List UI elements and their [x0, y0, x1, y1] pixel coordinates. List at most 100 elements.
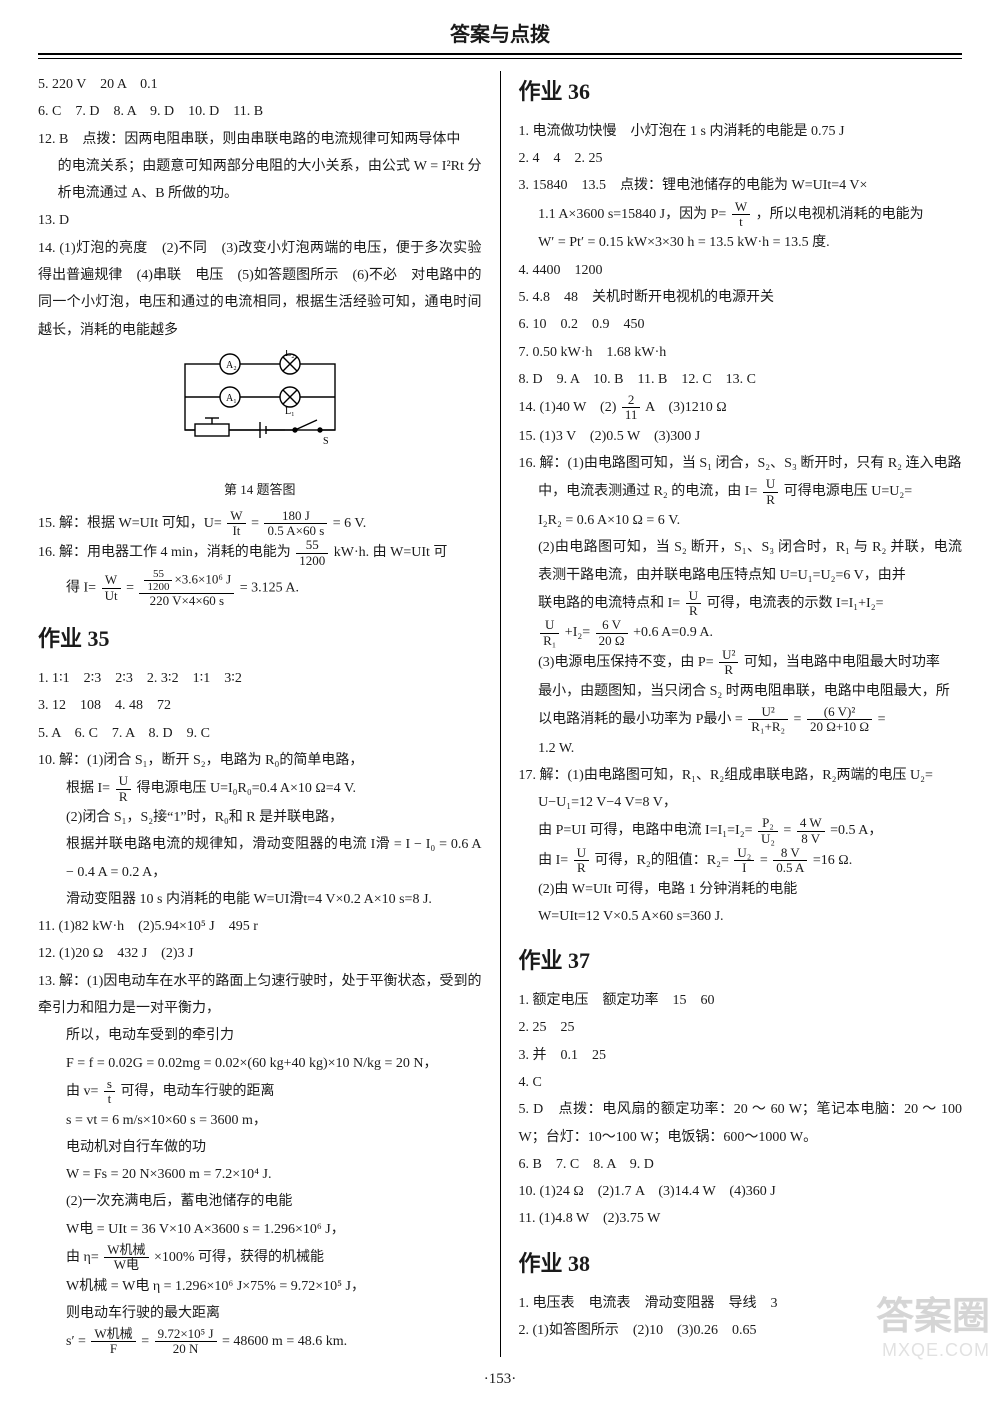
- text-line: W′ = Pt′ = 0.15 kW×3×30 h = 13.5 kW·h = …: [519, 229, 963, 256]
- label: 14. (1)40 W (2): [519, 400, 617, 415]
- text-line: 6. 10 0.2 0.9 450: [519, 311, 963, 338]
- text-line: W = Fs = 20 N×3600 m = 7.2×10⁴ J.: [38, 1161, 482, 1188]
- svg-text:S: S: [323, 436, 329, 447]
- text-line: 11. (1)82 kW·h (2)5.94×10⁵ J 495 r: [38, 913, 482, 940]
- text-line: 1.1 A×3600 s=15840 J，因为 P= Wt ，所以电视机消耗的电…: [519, 200, 963, 230]
- fraction: 4 W8 V: [797, 816, 825, 846]
- fraction: 9.72×10⁵ J20 N: [155, 1327, 217, 1357]
- page: 答案与点拨 5. 220 V 20 A 0.1 6. C 7. D 8. A 9…: [0, 0, 1000, 1418]
- text-line: 4. C: [519, 1069, 963, 1096]
- text-line: s′ = W机械F = 9.72×10⁵ J20 N = 48600 m = 4…: [38, 1327, 482, 1357]
- label: =0.5 A，: [830, 823, 882, 838]
- text-line: 12. (1)20 Ω 432 J (2)3 J: [38, 940, 482, 967]
- label: =: [760, 853, 768, 868]
- label: =: [783, 823, 791, 838]
- text-line: 1. 额定电压 额定功率 15 60: [519, 987, 963, 1014]
- label: 由 η=: [66, 1250, 99, 1265]
- text-line: 得 I= WUt = 551200×3.6×10⁶ J 220 V×4×60 s…: [38, 568, 482, 608]
- text-line: 8. D 9. A 10. B 11. B 12. C 13. C: [519, 366, 963, 393]
- text-line: 1.2 W.: [519, 735, 963, 762]
- text-line: (2)闭合 S₁，S₂接“1”时，R₀和 R 是并联电路，: [38, 804, 482, 831]
- label: = 48600 m = 48.6 km.: [222, 1334, 347, 1349]
- text-line: U−U₁=12 V−4 V=8 V，: [519, 789, 963, 816]
- fraction: UR: [763, 477, 778, 507]
- text-line: 由 v= st 可得，电动车行驶的距离: [38, 1077, 482, 1107]
- label: 可得，电动车行驶的距离: [120, 1084, 274, 1099]
- fraction: 180 J0.5 A×60 s: [264, 509, 327, 539]
- text-line: F = f = 0.02G = 0.02mg = 0.02×(60 kg+40 …: [38, 1050, 482, 1077]
- text-line: 则电动车行驶的最大距离: [38, 1300, 482, 1327]
- label: +I₂=: [565, 625, 590, 640]
- text-line: 3. 12 108 4. 48 72: [38, 692, 482, 719]
- text-line: 6. B 7. C 8. A 9. D: [519, 1151, 963, 1178]
- fraction: UR₁: [540, 618, 559, 648]
- fraction: U²R: [719, 648, 738, 678]
- text-line: I₂R₂ = 0.6 A×10 Ω = 6 V.: [519, 507, 963, 534]
- text-line: 10. 解：(1)闭合 S₁，断开 S₂，电路为 R₀的简单电路，: [38, 747, 482, 774]
- label: 联电路的电流特点和 I=: [538, 596, 680, 611]
- label: ×100% 可得，获得的机械能: [154, 1250, 324, 1265]
- fraction: st: [104, 1077, 115, 1107]
- text-line: 5. D 点拨：电风扇的额定功率：20 ～ 60 W；笔记本电脑：20 ～ 10…: [519, 1096, 963, 1151]
- page-number: ·153·: [38, 1371, 962, 1388]
- svg-text:A₁: A₁: [226, 393, 237, 404]
- text-line: 5. A 6. C 7. A 8. D 9. C: [38, 720, 482, 747]
- text-line: s = vt = 6 m/s×10×60 s = 3600 m，: [38, 1107, 482, 1134]
- label: 得 I=: [66, 580, 96, 595]
- label: =16 Ω.: [813, 853, 852, 868]
- columns: 5. 220 V 20 A 0.1 6. C 7. D 8. A 9. D 10…: [38, 71, 962, 1357]
- fraction: P₂U₂: [758, 816, 778, 846]
- text-line: 4. 4400 1200: [519, 257, 963, 284]
- fraction: 211: [622, 393, 641, 423]
- text-line: W电 = UIt = 36 V×10 A×3600 s = 1.296×10⁶ …: [38, 1216, 482, 1243]
- fraction: 551200: [296, 538, 328, 568]
- text-line: 以电路消耗的最小功率为 P最小 = U²R₁+R₂ = (6 V)²20 Ω+1…: [519, 705, 963, 735]
- text-line: 16. 解：用电器工作 4 min，消耗的电能为 551200 kW·h. 由 …: [38, 538, 482, 568]
- right-column: 作业 36 1. 电流做功快慢 小灯泡在 1 s 内消耗的电能是 0.75 J …: [501, 71, 963, 1357]
- text-line: (2)一次充满电后，蓄电池储存的电能: [38, 1188, 482, 1215]
- fraction: Wt: [732, 200, 750, 230]
- text-line: 5. 220 V 20 A 0.1: [38, 71, 482, 98]
- fraction: W机械F: [91, 1327, 135, 1357]
- text-line: 14. (1)灯泡的亮度 (2)不同 (3)改变小灯泡两端的电压，便于多次实验得…: [38, 235, 482, 344]
- text-line: 3. 15840 13.5 点拨：锂电池储存的电能为 W=UIt=4 V×: [519, 172, 963, 199]
- text-line: 所以，电动车受到的牵引力: [38, 1022, 482, 1049]
- text-line: 中，电流表测通过 R₂ 的电流，由 I= UR 可得电源电压 U=U₂=: [519, 477, 963, 507]
- fraction: WUt: [102, 573, 121, 603]
- page-title: 答案与点拨: [38, 18, 962, 53]
- text-line: W机械 = W电 η = 1.296×10⁶ J×75% = 9.72×10⁵ …: [38, 1273, 482, 1300]
- text-line: 1. 1∶1 2∶3 2∶3 2. 3∶2 1∶1 3∶2: [38, 665, 482, 692]
- label: 可得，R₂的阻值：R₂=: [595, 853, 729, 868]
- svg-text:A₂: A₂: [226, 360, 237, 371]
- text-line: W=UIt=12 V×0.5 A×60 s=360 J.: [519, 903, 963, 930]
- label: 16. 解：用电器工作 4 min，消耗的电能为: [38, 545, 291, 560]
- fraction: U²R₁+R₂: [748, 705, 788, 735]
- section-title: 作业 38: [519, 1243, 963, 1286]
- label: 由 P=UI 可得，电路中电流 I=I₁=I₂=: [538, 823, 752, 838]
- text-line: 由 P=UI 可得，电路中电流 I=I₁=I₂= P₂U₂ = 4 W8 V =…: [519, 816, 963, 846]
- label: 可得，电流表的示数 I=I₁+I₂=: [707, 596, 884, 611]
- text-line: 3. 并 0.1 25: [519, 1042, 963, 1069]
- label: +0.6 A=0.9 A.: [633, 625, 713, 640]
- fraction: W机械W电: [104, 1243, 148, 1273]
- watermark: 答案圈 MXQE.COM: [876, 1285, 990, 1361]
- text-line: (2)由 W=UIt 可得，电路 1 分钟消耗的电能: [519, 876, 963, 903]
- text-line: 最小，由题图知，当只闭合 S₂ 时两电阻串联，电路中电阻最大，所: [519, 678, 963, 705]
- label: 根据 I=: [66, 781, 110, 796]
- section-title: 作业 37: [519, 940, 963, 983]
- text-line: 由 I= UR 可得，R₂的阻值：R₂= U₂I = 8 V0.5 A =16 …: [519, 846, 963, 876]
- text-line: (2)由电路图可知，当 S₂ 断开，S₁、S₃ 闭合时，R₁ 与 R₂ 并联，电…: [519, 534, 963, 589]
- label: 1.1 A×3600 s=15840 J，因为 P=: [538, 207, 726, 222]
- text-line: 电动机对自行车做的功: [38, 1134, 482, 1161]
- label: 可知，当电路中电阻最大时功率: [744, 655, 940, 670]
- label: =: [141, 1334, 149, 1349]
- label: 中，电流表测通过 R₂ 的电流，由 I=: [538, 484, 757, 499]
- fraction: (6 V)²20 Ω+10 Ω: [807, 705, 872, 735]
- text-line: 10. (1)24 Ω (2)1.7 A (3)14.4 W (4)360 J: [519, 1178, 963, 1205]
- fraction: 551200×3.6×10⁶ J 220 V×4×60 s: [139, 568, 234, 608]
- left-column: 5. 220 V 20 A 0.1 6. C 7. D 8. A 9. D 10…: [38, 71, 501, 1357]
- fraction: UR: [574, 846, 589, 876]
- text-line: 15. 解：根据 W=UIt 可知，U= WIt = 180 J0.5 A×60…: [38, 509, 482, 539]
- fraction: U₂I: [734, 846, 754, 876]
- circuit-caption: 第 14 题答图: [38, 477, 482, 502]
